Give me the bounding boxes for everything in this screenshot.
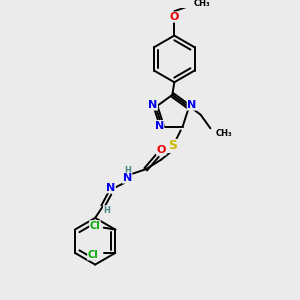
Text: N: N: [123, 173, 132, 183]
Text: CH₃: CH₃: [215, 129, 232, 138]
Text: N: N: [148, 100, 158, 110]
Text: H: H: [103, 206, 110, 214]
Text: H: H: [124, 166, 131, 175]
Text: Cl: Cl: [88, 250, 98, 260]
Text: N: N: [187, 100, 196, 110]
Text: N: N: [154, 121, 164, 130]
Text: O: O: [157, 145, 166, 155]
Text: S: S: [168, 140, 177, 152]
Text: CH₃: CH₃: [194, 0, 210, 8]
Text: N: N: [106, 183, 115, 193]
Text: Cl: Cl: [90, 221, 100, 231]
Text: O: O: [169, 12, 179, 22]
